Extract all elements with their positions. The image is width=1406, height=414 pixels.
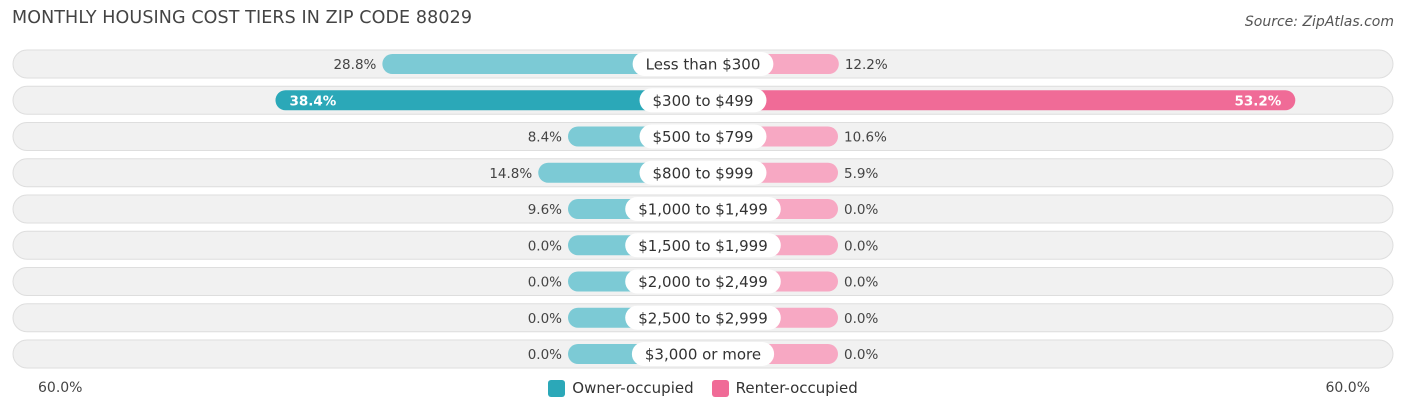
- category-pill: [625, 305, 781, 330]
- category-pill: [625, 269, 781, 294]
- owner-value-label: 0.0%: [528, 275, 562, 291]
- legend-item-owner: Owner-occupied: [548, 379, 694, 397]
- renter-value-label: 53.2%: [1234, 93, 1281, 109]
- chart-title: MONTHLY HOUSING COST TIERS IN ZIP CODE 8…: [12, 8, 473, 28]
- owner-value-label: 9.6%: [528, 202, 562, 218]
- category-pill: [632, 52, 774, 76]
- owner-bar: [382, 54, 703, 74]
- axis-right-label: 60.0%: [1325, 380, 1370, 396]
- category-label: $300 to $499: [653, 92, 754, 110]
- renter-value-label: 10.6%: [844, 130, 887, 146]
- category-pill: [625, 233, 781, 258]
- legend-label-owner: Owner-occupied: [572, 379, 694, 397]
- category-label: $800 to $999: [653, 164, 754, 182]
- category-pill: [639, 124, 767, 149]
- renter-value-label: 0.0%: [844, 275, 878, 291]
- renter-bar: [703, 90, 1296, 111]
- category-label: Less than $300: [646, 56, 761, 74]
- owner-value-label: 8.4%: [528, 130, 562, 146]
- renter-value-label: 5.9%: [844, 166, 878, 182]
- renter-value-label: 0.0%: [844, 202, 878, 218]
- category-label: $500 to $799: [653, 128, 754, 146]
- renter-value-label: 12.2%: [845, 57, 888, 73]
- owner-value-label: 0.0%: [528, 238, 562, 254]
- category-pill: [631, 342, 775, 366]
- category-label: $2,000 to $2,499: [638, 273, 768, 291]
- legend-swatch-renter: [711, 379, 729, 397]
- renter-value-label: 0.0%: [844, 311, 878, 327]
- category-label: $1,500 to $1,999: [638, 237, 768, 255]
- owner-value-label: 38.4%: [289, 93, 336, 109]
- owner-value-label: 14.8%: [489, 166, 532, 182]
- category-label: $3,000 or more: [645, 346, 761, 364]
- renter-value-label: 0.0%: [844, 238, 878, 254]
- category-pill: [639, 88, 767, 113]
- owner-value-label: 28.8%: [333, 57, 376, 73]
- legend-item-renter: Renter-occupied: [711, 379, 858, 397]
- owner-value-label: 0.0%: [528, 311, 562, 327]
- owner-value-label: 0.0%: [528, 347, 562, 363]
- axis-left-label: 60.0%: [38, 380, 83, 396]
- category-pill: [639, 160, 767, 185]
- category-label: $1,000 to $1,499: [638, 201, 768, 219]
- legend-swatch-owner: [548, 379, 566, 397]
- category-pill: [625, 197, 781, 221]
- legend: Owner-occupied Renter-occupied: [0, 379, 1406, 397]
- source-label: Source: ZipAtlas.com: [1244, 14, 1394, 30]
- owner-bar: [275, 90, 703, 111]
- renter-value-label: 0.0%: [844, 347, 878, 363]
- category-label: $2,500 to $2,999: [638, 309, 768, 327]
- legend-label-renter: Renter-occupied: [735, 379, 858, 397]
